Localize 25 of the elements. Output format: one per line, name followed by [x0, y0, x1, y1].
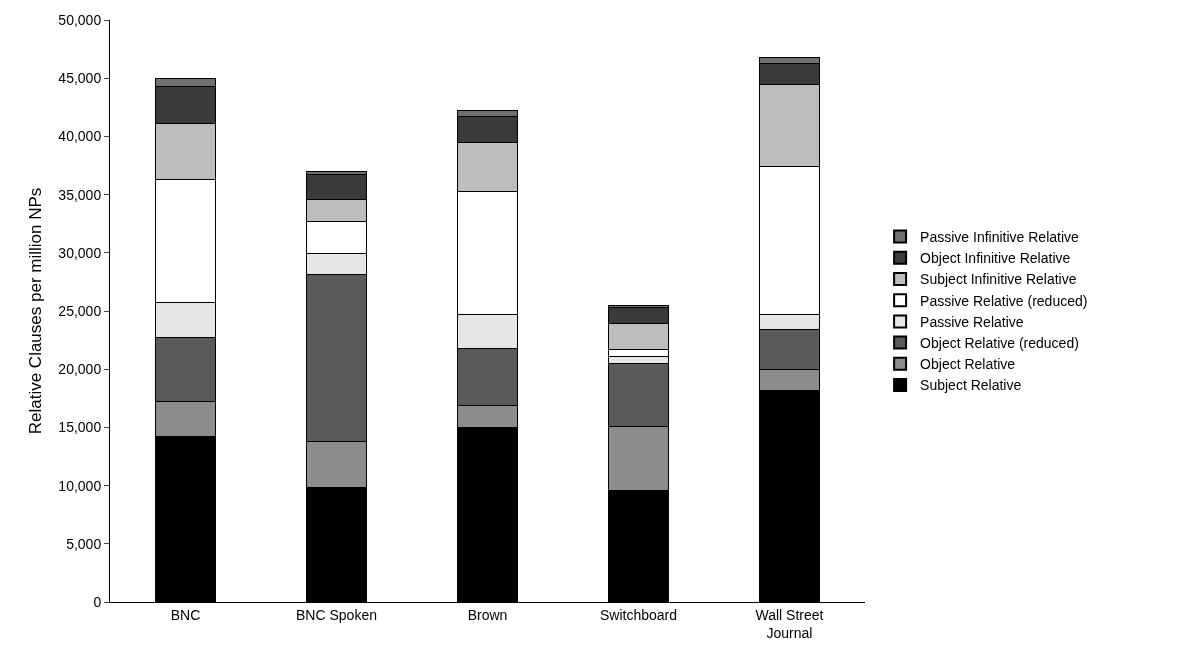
legend-label: Object Relative (reduced) [920, 335, 1079, 352]
y-axis-title: Relative Clauses per million NPs [25, 187, 45, 435]
legend-label: Passive Infinitive Relative [920, 229, 1080, 246]
x-tick-label: Switchboard [599, 606, 678, 623]
y-tick-label: 10,000 [58, 477, 102, 494]
y-tick-label: 5,000 [66, 535, 102, 552]
y-tick-label: 45,000 [58, 70, 102, 87]
y-tick-label: 50,000 [58, 11, 102, 28]
x-tick-label: Brown [467, 606, 508, 623]
y-tick-label: 30,000 [58, 244, 102, 261]
legend-label: Object Relative [920, 356, 1016, 373]
y-tick-label: 0 [93, 593, 102, 610]
y-tick-label: 15,000 [58, 419, 102, 436]
legend-label: Passive Relative (reduced) [920, 292, 1088, 309]
y-tick-label: 40,000 [58, 128, 102, 145]
x-tick-label: BNC [170, 606, 201, 623]
y-tick-label: 25,000 [58, 302, 102, 319]
x-tick-label: BNC Spoken [296, 606, 377, 623]
x-tick-label: Wall Street Journal [755, 606, 824, 641]
legend-label: Subject Infinitive Relative [920, 271, 1077, 288]
y-tick-label: 35,000 [58, 186, 102, 203]
legend-label: Passive Relative [920, 313, 1024, 330]
legend-label: Subject Relative [920, 377, 1022, 394]
legend-label: Object Infinitive Relative [920, 250, 1071, 267]
y-tick-label: 20,000 [58, 361, 102, 378]
